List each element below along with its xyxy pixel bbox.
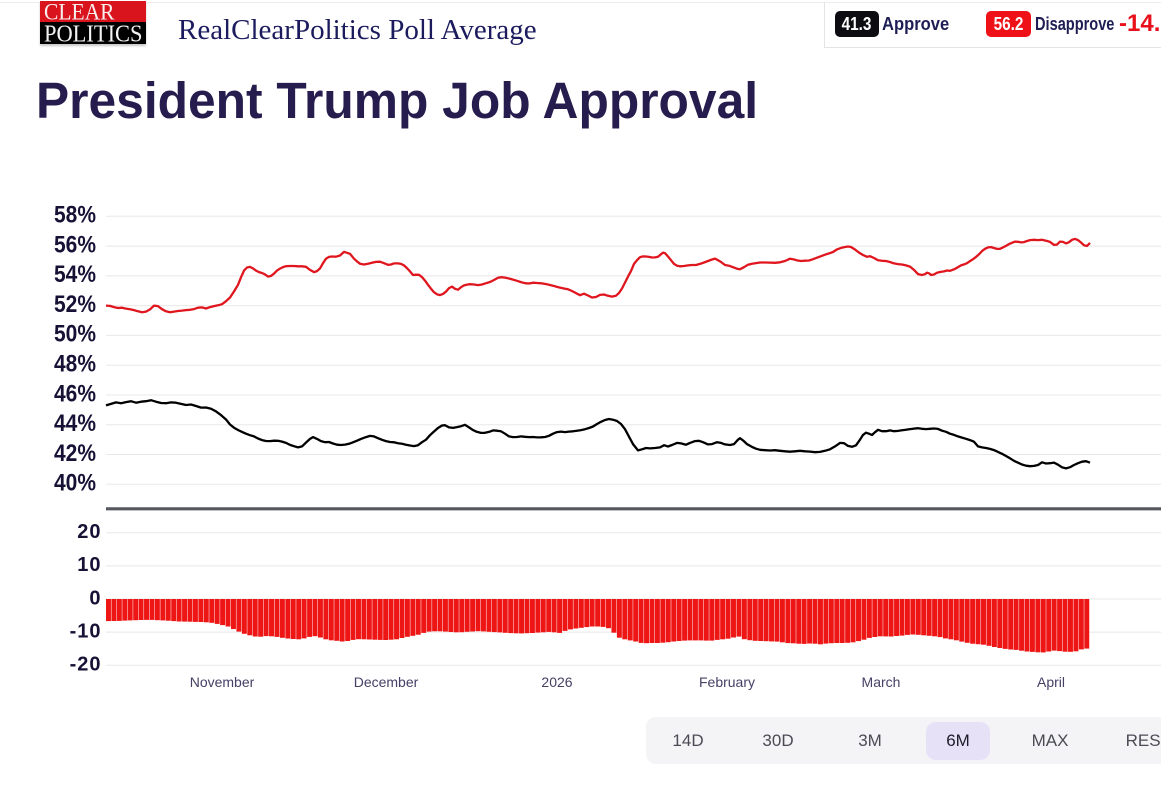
svg-text:44%: 44% xyxy=(54,410,96,437)
svg-text:March: March xyxy=(862,674,901,690)
svg-text:0: 0 xyxy=(89,587,101,609)
svg-text:58%: 58% xyxy=(54,202,96,229)
svg-text:2026: 2026 xyxy=(541,674,572,690)
svg-text:52%: 52% xyxy=(54,291,96,318)
svg-text:40%: 40% xyxy=(54,470,96,497)
svg-text:48%: 48% xyxy=(54,351,96,378)
svg-text:46%: 46% xyxy=(54,380,96,407)
svg-text:20: 20 xyxy=(77,521,101,543)
svg-text:POLITICS: POLITICS xyxy=(44,22,143,44)
svg-text:April: April xyxy=(1037,674,1065,690)
svg-text:-10: -10 xyxy=(70,620,102,642)
svg-text:56%: 56% xyxy=(54,231,96,258)
svg-text:November: November xyxy=(190,674,255,690)
svg-text:10: 10 xyxy=(77,554,101,576)
svg-text:CLEAR: CLEAR xyxy=(44,1,115,25)
svg-text:February: February xyxy=(699,674,755,690)
svg-text:54%: 54% xyxy=(54,261,96,288)
svg-text:December: December xyxy=(354,674,419,690)
svg-text:42%: 42% xyxy=(54,440,96,467)
svg-text:50%: 50% xyxy=(54,321,96,348)
svg-text:-20: -20 xyxy=(70,653,102,675)
